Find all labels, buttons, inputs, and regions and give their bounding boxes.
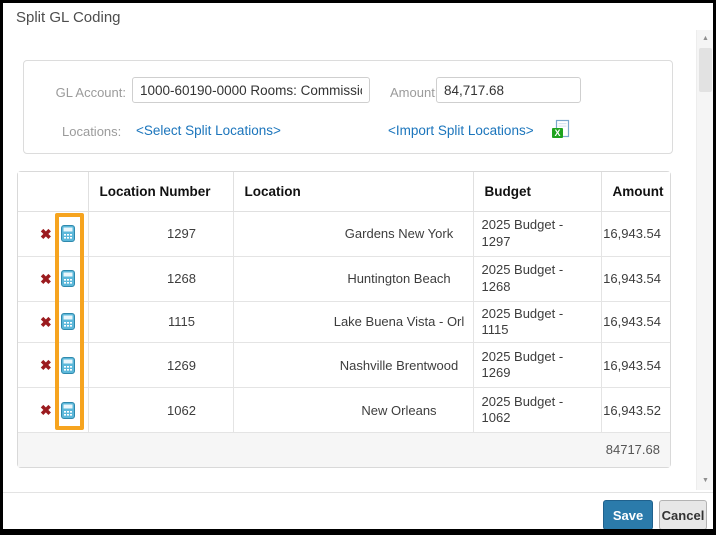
gl-account-label: GL Account:	[55, 85, 126, 100]
gl-form-card: GL Account: Amount: Locations: <Select S…	[23, 60, 673, 154]
table-header-row: Location Number Location Budget Amount	[18, 172, 670, 212]
calculator-icon[interactable]	[60, 225, 75, 242]
split-table-card: Location Number Location Budget Amount ✖	[17, 171, 671, 468]
budget-cell: 2025 Budget - 1115	[473, 301, 602, 343]
amount-cell: 16,943.54	[601, 211, 670, 257]
budget-text: 2025 Budget - 1115	[481, 305, 564, 337]
vertical-scrollbar[interactable]: ▲ ▼	[696, 30, 713, 490]
amount-cell: 16,943.54	[601, 256, 670, 302]
scrollbar-thumb[interactable]	[699, 48, 712, 92]
scroll-up-arrow-icon[interactable]: ▲	[702, 35, 709, 42]
select-split-locations-link[interactable]: <Select Split Locations>	[136, 123, 281, 138]
dialog-title: Split GL Coding	[16, 9, 121, 26]
location-cell: New Orleans	[233, 387, 474, 433]
cancel-button[interactable]: Cancel	[659, 500, 707, 529]
row-actions-cell: ✖	[18, 211, 89, 257]
calculator-icon[interactable]	[60, 356, 75, 374]
budget-cell: 2025 Budget - 1062	[473, 387, 602, 433]
header-budget: Budget	[473, 172, 602, 212]
location-number-cell: 1062	[88, 387, 234, 433]
budget-text: 2025 Budget - 1297	[481, 217, 564, 249]
table-row: ✖ 1115 Lake Buena Vista - Orl 20	[18, 301, 670, 343]
amount-label: Amount:	[390, 85, 439, 100]
budget-cell: 2025 Budget - 1269	[473, 342, 602, 388]
location-number-cell: 1269	[88, 342, 234, 388]
save-button[interactable]: Save	[603, 500, 653, 529]
row-actions-cell: ✖	[18, 387, 89, 433]
calculator-icon[interactable]	[60, 401, 75, 419]
table-row: ✖ 1269 Nashville Brentwood 2025	[18, 342, 670, 388]
calculator-icon[interactable]	[60, 313, 75, 331]
amount-cell: 16,943.54	[601, 301, 670, 343]
delete-x-icon[interactable]: ✖	[40, 313, 52, 330]
location-number-cell: 1268	[88, 256, 234, 302]
split-table: Location Number Location Budget Amount ✖	[18, 172, 670, 467]
table-body: ✖ 1297 Gardens New York 2025 Bud	[18, 211, 670, 433]
calculator-icon[interactable]	[60, 270, 75, 287]
footer-divider	[3, 492, 713, 493]
budget-cell: 2025 Budget - 1297	[473, 211, 602, 257]
location-cell: Lake Buena Vista - Orl	[233, 301, 474, 343]
svg-text:X: X	[554, 128, 560, 138]
table-row: ✖ 1297 Gardens New York 2025 Bud	[18, 211, 670, 257]
location-cell: Huntington Beach	[233, 256, 474, 302]
row-actions-cell: ✖	[18, 342, 89, 388]
table-row: ✖ 1062 New Orleans 2025 Budget -	[18, 387, 670, 433]
gl-account-input[interactable]	[132, 77, 370, 103]
header-actions	[18, 172, 89, 212]
delete-x-icon[interactable]: ✖	[40, 402, 52, 418]
locations-label: Locations:	[62, 124, 122, 139]
table-row: ✖ 1268 Huntington Beach 2025 Bud	[18, 256, 670, 302]
amount-cell: 16,943.54	[601, 342, 670, 388]
row-actions-cell: ✖	[18, 301, 89, 343]
header-location-number: Location Number	[88, 172, 234, 212]
location-cell: Nashville Brentwood	[233, 342, 474, 388]
row-actions-cell: ✖	[18, 256, 89, 302]
delete-x-icon[interactable]: ✖	[40, 357, 52, 373]
header-location: Location	[233, 172, 474, 212]
delete-x-icon[interactable]: ✖	[40, 225, 52, 242]
amount-cell: 16,943.52	[601, 387, 670, 433]
total-amount: 84717.68	[18, 432, 670, 467]
location-number-cell: 1115	[88, 301, 234, 343]
scroll-down-arrow-icon[interactable]: ▼	[702, 477, 709, 484]
excel-import-icon[interactable]: X	[551, 119, 570, 140]
amount-input[interactable]	[436, 77, 581, 103]
budget-text: 2025 Budget - 1062	[481, 393, 564, 425]
location-cell: Gardens New York	[233, 211, 474, 257]
header-amount: Amount	[601, 172, 670, 212]
import-split-locations-link[interactable]: <Import Split Locations>	[388, 123, 534, 138]
delete-x-icon[interactable]: ✖	[40, 270, 52, 287]
total-row: 84717.68	[18, 432, 670, 467]
budget-text: 2025 Budget - 1269	[481, 348, 564, 380]
budget-cell: 2025 Budget - 1268	[473, 256, 602, 302]
location-number-cell: 1297	[88, 211, 234, 257]
budget-text: 2025 Budget - 1268	[481, 262, 564, 294]
